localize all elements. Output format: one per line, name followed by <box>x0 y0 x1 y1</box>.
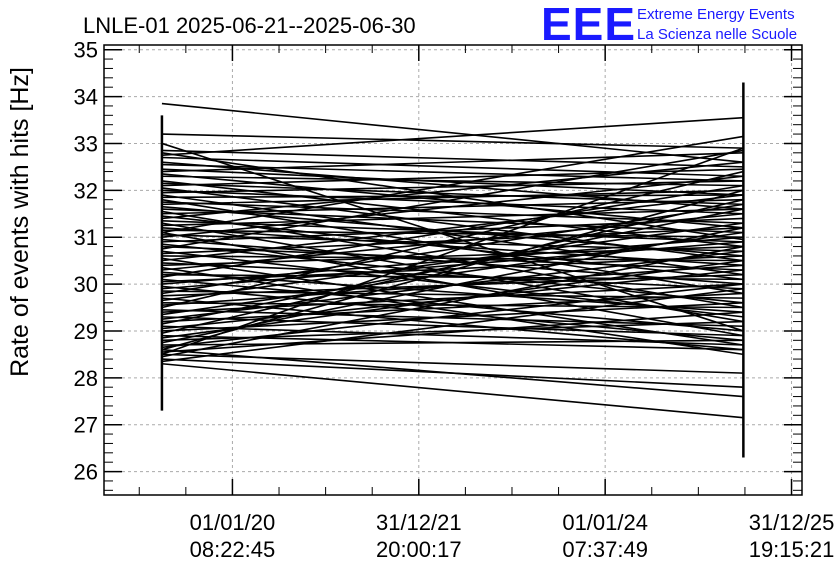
x-tick-label-date: 01/01/20 <box>190 510 276 535</box>
x-tick-label-time: 19:15:21 <box>749 537 835 562</box>
data-segment <box>161 292 744 323</box>
data-segment <box>161 287 744 363</box>
x-tick-label-time: 20:00:17 <box>376 537 462 562</box>
data-segment <box>161 259 744 339</box>
x-tick-label-time: 07:37:49 <box>562 537 648 562</box>
data-segment <box>161 168 744 196</box>
x-tick-label-time: 08:22:45 <box>190 537 276 562</box>
eee-logo-line1: Extreme Energy Events <box>637 6 795 23</box>
data-segment <box>161 241 744 290</box>
data-segment <box>161 236 744 285</box>
data-segment <box>161 203 744 295</box>
data-segment <box>161 285 744 342</box>
data-segment <box>161 222 744 302</box>
data-segment <box>161 147 744 356</box>
data-segment <box>161 189 744 206</box>
y-tick-label: 32 <box>74 178 98 203</box>
axis-ticks <box>104 45 802 495</box>
data-segment <box>161 302 744 332</box>
data-segment <box>161 161 744 220</box>
eee-logo-line2: La Scienza nelle Scuole <box>637 26 797 43</box>
data-segment <box>161 283 744 349</box>
plot-frame <box>103 44 803 496</box>
y-tick-label: 26 <box>74 460 98 485</box>
x-tick-label-date: 31/12/25 <box>749 510 835 535</box>
data-segment <box>161 198 744 335</box>
eee-logo-mark: EEE <box>541 0 636 50</box>
data-segment <box>161 116 744 156</box>
y-tick-label: 33 <box>74 131 98 156</box>
data-segment <box>161 362 744 419</box>
data-segment <box>161 208 744 227</box>
data-segment <box>161 149 744 250</box>
y-tick-label: 29 <box>74 319 98 344</box>
data-segment <box>161 142 744 332</box>
data-segment <box>161 194 744 262</box>
y-tick-labels: 26 27 28 29 30 31 32 33 34 35 <box>74 38 98 485</box>
data-segment <box>161 212 744 271</box>
data-segment <box>161 189 744 215</box>
data-segment <box>161 133 744 149</box>
data-segment <box>161 184 744 278</box>
y-tick-label: 27 <box>74 413 98 438</box>
y-tick-label: 30 <box>74 272 98 297</box>
data-segment <box>161 245 744 358</box>
data-segment <box>161 156 744 178</box>
data-segment <box>161 266 744 356</box>
x-tick-label-date: 31/12/21 <box>376 510 462 535</box>
data-segment <box>161 255 744 283</box>
data-lines <box>160 82 745 458</box>
data-segment <box>161 135 744 234</box>
y-tick-label: 31 <box>74 225 98 250</box>
y-tick-label: 28 <box>74 366 98 391</box>
data-segment <box>161 152 744 241</box>
data-segment <box>161 309 744 328</box>
chart-title: LNLE-01 2025-06-21--2025-06-30 <box>83 13 416 38</box>
y-axis-label: Rate of events with hits [Hz] <box>6 67 34 377</box>
data-segment <box>161 311 744 353</box>
data-segment <box>161 170 744 309</box>
y-tick-label: 35 <box>74 38 98 63</box>
data-segment <box>161 262 744 290</box>
data-segment <box>161 339 744 346</box>
data-segment <box>161 175 744 187</box>
y-tick-label: 34 <box>74 85 98 110</box>
data-segment <box>161 152 744 173</box>
eee-logo: EEE Extreme Energy Events La Scienza nel… <box>541 0 797 50</box>
data-segment <box>161 348 744 398</box>
data-segment <box>161 149 744 168</box>
data-segment <box>161 175 744 238</box>
data-segment <box>161 189 744 351</box>
x-tick-label-date: 01/01/24 <box>562 510 648 535</box>
